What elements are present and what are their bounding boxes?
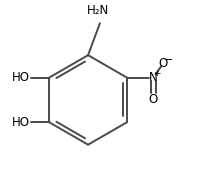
Text: −: −	[164, 55, 173, 65]
Text: N: N	[149, 71, 158, 84]
Text: +: +	[154, 69, 161, 78]
Text: HO: HO	[12, 71, 30, 84]
Text: O: O	[159, 57, 168, 70]
Text: HO: HO	[12, 116, 30, 129]
Text: O: O	[149, 93, 158, 106]
Text: H₂N: H₂N	[87, 4, 109, 17]
